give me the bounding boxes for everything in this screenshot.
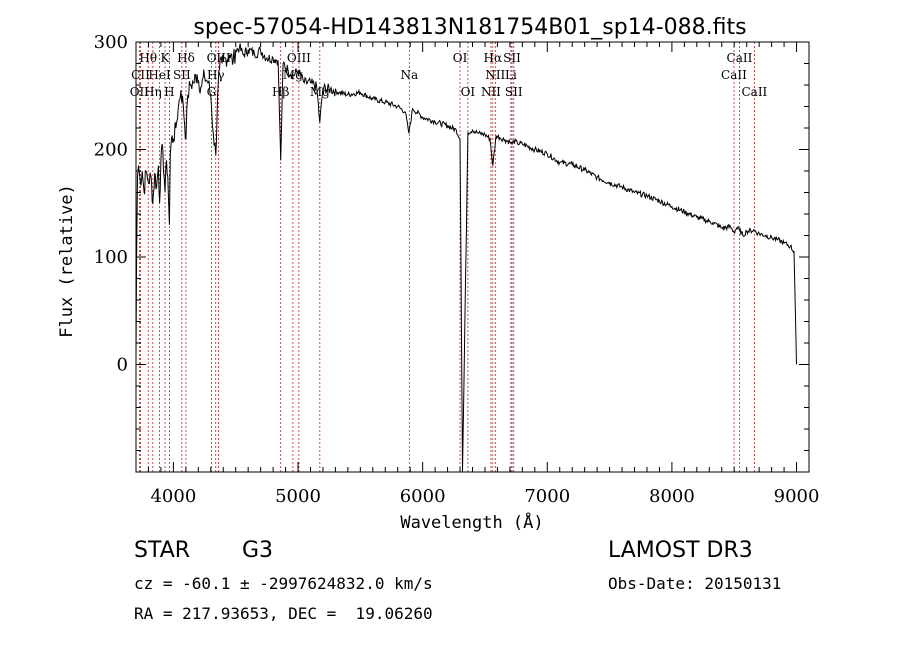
chart-title: spec-57054-HD143813N181754B01_sp14-088.f… — [193, 15, 746, 40]
line-label: NII — [481, 85, 501, 99]
x-tick-label: 5000 — [275, 486, 321, 507]
plot-frame — [135, 41, 810, 473]
line-label: Hδ — [177, 51, 195, 65]
line-label: Hα — [484, 51, 503, 65]
line-label: CaII — [727, 51, 753, 65]
y-tick-label: 0 — [117, 355, 128, 376]
line-label: Hβ — [272, 85, 289, 99]
line-label: NII — [485, 68, 505, 82]
line-label: OI — [453, 51, 468, 65]
spectrum-line — [135, 43, 797, 473]
y-axis-label: Flux (relative) — [57, 184, 77, 338]
spectrum-chart: spec-57054-HD143813N181754B01_sp14-088.f… — [57, 15, 820, 533]
x-tick-label: 4000 — [150, 486, 196, 507]
radec-line: RA = 217.93653, DEC = 19.06260 — [134, 604, 433, 623]
x-axis-label: Wavelength (Å) — [400, 511, 543, 533]
y-axis: 0 100 200 300 — [94, 32, 809, 473]
line-label: SII — [503, 51, 521, 65]
line-label: Li — [505, 68, 517, 82]
x-tick-label: 9000 — [774, 486, 820, 507]
line-label: OII — [130, 85, 150, 99]
line-label: Hθ — [139, 51, 157, 65]
line-label: OIII — [207, 51, 231, 65]
x-tick-label: 6000 — [400, 486, 446, 507]
object-class: STAR — [134, 538, 191, 563]
line-label: Mg — [310, 85, 330, 99]
line-label: OIII — [287, 51, 311, 65]
line-label: CaII — [741, 85, 767, 99]
x-tick-label: 7000 — [524, 486, 570, 507]
line-label: CaII — [721, 68, 747, 82]
y-tick-label: 200 — [94, 140, 128, 161]
line-label: Na — [400, 68, 418, 82]
line-label: OI — [461, 85, 476, 99]
line-label: Hγ — [207, 68, 225, 82]
redshift-line: cz = -60.1 ± -2997624832.0 km/s — [134, 574, 433, 593]
line-label: H — [164, 85, 174, 99]
line-label: K — [161, 51, 171, 65]
line-label: HeI — [148, 68, 171, 82]
obs-date: Obs-Date: 20150131 — [608, 574, 782, 593]
object-subclass: G3 — [242, 538, 274, 563]
line-label: SII — [173, 68, 191, 82]
line-label: Hη — [144, 85, 162, 99]
y-tick-label: 100 — [94, 247, 128, 268]
y-tick-label: 300 — [94, 32, 128, 53]
line-label: SII — [505, 85, 523, 99]
line-label: G — [207, 85, 217, 99]
marker-lines — [138, 42, 755, 472]
line-label: CII — [131, 68, 150, 82]
survey-label: LAMOST DR3 — [608, 538, 753, 563]
x-axis: 4000 5000 6000 7000 8000 9000 — [135, 42, 820, 507]
x-tick-label: 8000 — [649, 486, 695, 507]
